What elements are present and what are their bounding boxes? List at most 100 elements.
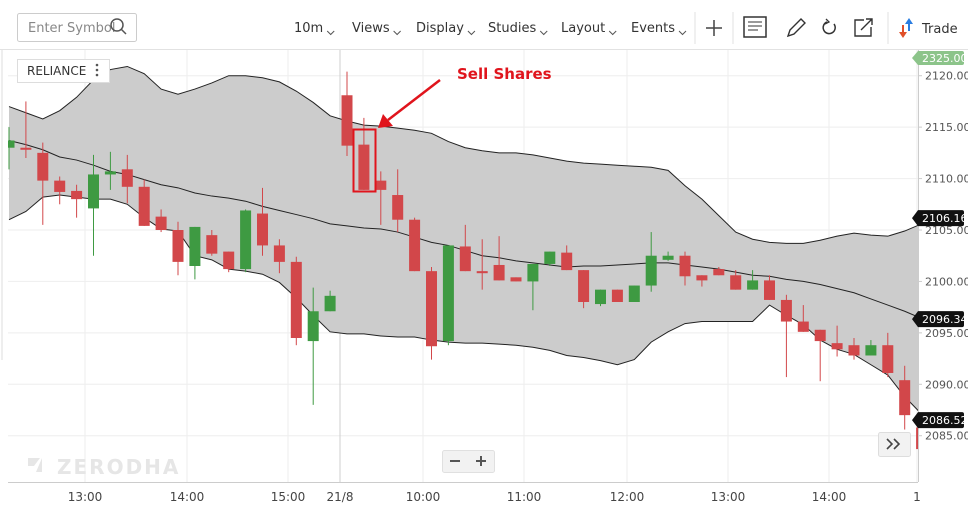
search-icon[interactable] [110,18,124,32]
highlight-box [352,128,377,193]
candle-body [88,174,99,209]
candle-body [375,180,387,190]
symbol-label-box[interactable] [17,59,110,83]
menu-item[interactable]: Layout [561,21,605,36]
zoom-in[interactable] [476,456,486,466]
price-badge-label: 2086.52 [922,414,968,427]
annotation-arrow [387,79,441,121]
price-badge-label: 2096.34 [922,313,968,326]
candle-body [54,180,66,192]
reset-arrow [824,18,831,25]
price-badge [912,412,964,429]
popout-button[interactable] [854,18,873,37]
candle-body [409,219,421,272]
x-tick-label: 13:00 [711,490,746,504]
x-tick-label: 12:00 [610,490,645,504]
scroll-to-end[interactable] [878,432,911,457]
crosshair-button[interactable] [706,20,722,36]
menu-caret [393,30,401,36]
candle-body [578,270,590,302]
candle-body [916,427,918,450]
menu-item[interactable]: Studies [488,21,536,36]
candle-body [561,252,573,271]
y-tick-label: 2120.00 [925,70,968,83]
candle-body [780,299,792,322]
candle-body [172,230,184,262]
bollinger-band-area [9,66,918,411]
candle-body [20,147,32,150]
candle-body [611,289,623,302]
trade-button[interactable]: Trade [921,22,958,37]
symbol-search[interactable] [17,13,137,42]
candle-body [696,275,708,281]
candle-body [71,190,83,200]
candle-body [747,280,759,290]
x-tick-label: 21/8 [327,490,354,504]
candle-body [797,321,809,332]
candle-body [662,255,674,260]
candle-body [189,226,201,266]
y-tick-label: 2085.00 [925,430,968,443]
candle-body [121,169,133,187]
y-tick-label: 2110.00 [925,173,968,186]
draw-button[interactable] [786,18,806,38]
menu-caret [608,30,617,36]
annotation: Sell Shares [457,65,552,83]
candle-body [138,186,150,226]
candle-body [865,345,877,356]
x-tick-label: 14:00 [170,490,205,504]
menu-dot[interactable] [95,63,99,67]
candle-body [544,251,556,264]
candle-body [37,152,49,181]
candle-body [341,95,353,146]
price-badge [912,311,964,328]
sell-arrow[interactable] [899,25,907,38]
candle-body [273,245,285,262]
candle-body [882,345,894,373]
candle-body [155,216,167,230]
candle-body [8,140,15,148]
search-icon-handle [120,28,127,35]
candle-body [459,246,471,272]
menu-item[interactable]: 10m [294,21,323,36]
menu-item[interactable]: Views [352,21,390,36]
menu-item[interactable]: Events [631,21,675,36]
x-tick-label: 14:00 [812,490,847,504]
scroll-icon [886,438,901,450]
candle-body [848,345,860,356]
candle-body [324,295,336,312]
menu-caret [678,30,687,36]
candle-body [527,263,539,282]
x-tick-label: 1 [913,490,921,504]
menu-caret [467,30,476,36]
y-tick-label: 2105.00 [925,224,968,237]
menu-dot [95,68,99,72]
candle-body [392,195,404,220]
candle-body [679,255,691,277]
candle-body [628,285,640,302]
comments-icon [748,21,762,31]
reset-button[interactable] [822,21,836,35]
candle-body [713,269,725,276]
comments-button[interactable] [743,16,767,38]
symbol-label: RELIANCE [27,64,86,78]
candle-body [206,235,218,254]
price-badge-label: 2106.16 [922,212,968,225]
candle-body [730,275,742,290]
candle-body [831,343,843,350]
candle-body [358,144,370,190]
candle-body [764,280,775,300]
buy-arrow[interactable] [905,18,913,31]
chart: 2085.00 2090.00 2095.00 2100.00 2105.00 2110.… [8,50,968,504]
candle-body [223,251,235,270]
candle-body [104,171,116,175]
y-tick-label: 2115.00 [925,121,968,134]
candle-body [814,329,826,342]
candle-body [510,277,522,282]
candle-body [257,213,268,246]
upper-band-line [8,65,918,244]
menu-item[interactable]: Display [416,21,464,36]
x-tick-label: 11:00 [507,490,542,504]
y-tick-label: 2100.00 [925,275,968,288]
candle-body [426,271,437,347]
